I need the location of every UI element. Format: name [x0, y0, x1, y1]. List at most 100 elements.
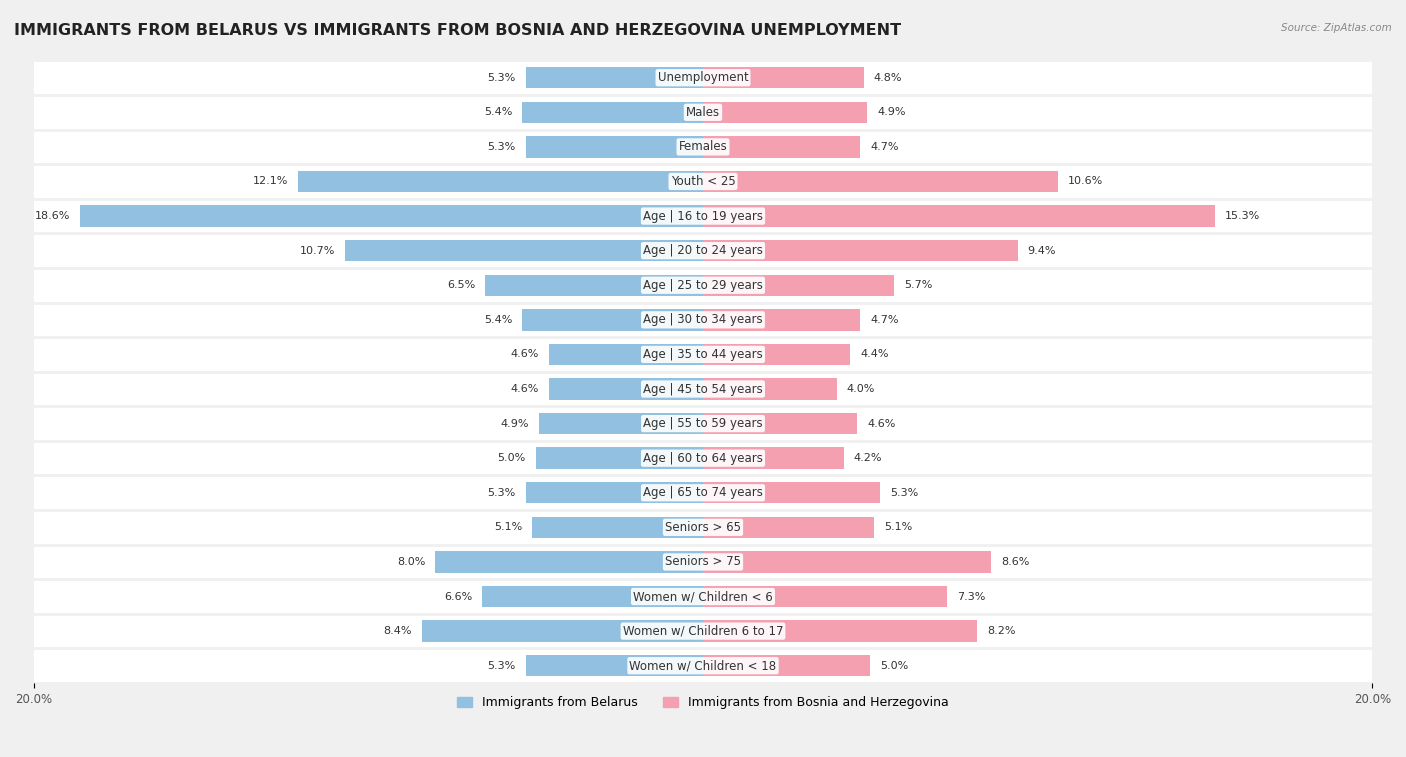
Bar	[703, 136, 860, 157]
Bar	[703, 621, 977, 642]
Bar	[298, 171, 703, 192]
Text: Females: Females	[679, 140, 727, 154]
Text: 15.3%: 15.3%	[1225, 211, 1260, 221]
Text: 6.5%: 6.5%	[447, 280, 475, 290]
Text: Women w/ Children < 18: Women w/ Children < 18	[630, 659, 776, 672]
FancyBboxPatch shape	[34, 129, 1372, 164]
Legend: Immigrants from Belarus, Immigrants from Bosnia and Herzegovina: Immigrants from Belarus, Immigrants from…	[453, 691, 953, 714]
Bar	[482, 586, 703, 607]
Text: 8.6%: 8.6%	[1001, 557, 1029, 567]
Bar	[522, 101, 703, 123]
Text: 7.3%: 7.3%	[957, 591, 986, 602]
FancyBboxPatch shape	[34, 61, 1372, 95]
Text: 5.3%: 5.3%	[890, 488, 918, 498]
Bar	[344, 240, 703, 261]
Text: 5.3%: 5.3%	[488, 142, 516, 152]
Bar	[522, 309, 703, 331]
FancyBboxPatch shape	[34, 233, 1372, 268]
Bar	[703, 447, 844, 469]
Bar	[703, 275, 894, 296]
Text: IMMIGRANTS FROM BELARUS VS IMMIGRANTS FROM BOSNIA AND HERZEGOVINA UNEMPLOYMENT: IMMIGRANTS FROM BELARUS VS IMMIGRANTS FR…	[14, 23, 901, 38]
FancyBboxPatch shape	[34, 475, 1372, 510]
Text: 6.6%: 6.6%	[444, 591, 472, 602]
Text: 5.4%: 5.4%	[484, 315, 512, 325]
Text: 5.7%: 5.7%	[904, 280, 932, 290]
Text: 4.2%: 4.2%	[853, 453, 882, 463]
Bar	[526, 136, 703, 157]
Text: Women w/ Children 6 to 17: Women w/ Children 6 to 17	[623, 625, 783, 637]
Bar	[703, 516, 873, 538]
Bar	[703, 586, 948, 607]
Text: Women w/ Children < 6: Women w/ Children < 6	[633, 590, 773, 603]
Text: 12.1%: 12.1%	[253, 176, 288, 186]
Text: Age | 55 to 59 years: Age | 55 to 59 years	[643, 417, 763, 430]
FancyBboxPatch shape	[34, 544, 1372, 579]
Bar	[703, 205, 1215, 227]
Bar	[526, 482, 703, 503]
Bar	[533, 516, 703, 538]
FancyBboxPatch shape	[34, 164, 1372, 199]
Bar	[703, 413, 858, 435]
Bar	[436, 551, 703, 572]
FancyBboxPatch shape	[34, 441, 1372, 475]
FancyBboxPatch shape	[34, 614, 1372, 649]
Text: Males: Males	[686, 106, 720, 119]
Text: 10.6%: 10.6%	[1067, 176, 1104, 186]
Text: 5.3%: 5.3%	[488, 488, 516, 498]
Text: 5.4%: 5.4%	[484, 107, 512, 117]
Bar	[526, 67, 703, 89]
Bar	[703, 344, 851, 365]
Bar	[703, 101, 868, 123]
Text: 9.4%: 9.4%	[1028, 246, 1056, 256]
Text: Age | 30 to 34 years: Age | 30 to 34 years	[643, 313, 763, 326]
Text: Source: ZipAtlas.com: Source: ZipAtlas.com	[1281, 23, 1392, 33]
Bar	[703, 482, 880, 503]
FancyBboxPatch shape	[34, 199, 1372, 233]
Bar	[422, 621, 703, 642]
Bar	[703, 551, 991, 572]
Bar	[703, 378, 837, 400]
Bar	[548, 344, 703, 365]
Bar	[538, 413, 703, 435]
FancyBboxPatch shape	[34, 649, 1372, 683]
FancyBboxPatch shape	[34, 268, 1372, 303]
Text: 5.0%: 5.0%	[498, 453, 526, 463]
Text: 4.0%: 4.0%	[846, 384, 876, 394]
Text: 4.9%: 4.9%	[501, 419, 529, 428]
FancyBboxPatch shape	[34, 303, 1372, 337]
Text: Youth < 25: Youth < 25	[671, 175, 735, 188]
Text: Unemployment: Unemployment	[658, 71, 748, 84]
Text: 5.1%: 5.1%	[494, 522, 522, 532]
Bar	[485, 275, 703, 296]
Bar	[703, 67, 863, 89]
Text: 5.0%: 5.0%	[880, 661, 908, 671]
FancyBboxPatch shape	[34, 337, 1372, 372]
Text: 10.7%: 10.7%	[299, 246, 335, 256]
Bar	[703, 171, 1057, 192]
Bar	[703, 655, 870, 677]
Text: 4.9%: 4.9%	[877, 107, 905, 117]
Text: 18.6%: 18.6%	[35, 211, 70, 221]
FancyBboxPatch shape	[34, 579, 1372, 614]
Text: 5.3%: 5.3%	[488, 661, 516, 671]
Text: 4.6%: 4.6%	[510, 350, 538, 360]
Text: 8.4%: 8.4%	[384, 626, 412, 636]
Text: 4.4%: 4.4%	[860, 350, 889, 360]
Text: Seniors > 65: Seniors > 65	[665, 521, 741, 534]
Bar	[548, 378, 703, 400]
Text: Age | 65 to 74 years: Age | 65 to 74 years	[643, 486, 763, 500]
Text: 8.2%: 8.2%	[987, 626, 1017, 636]
Text: 4.8%: 4.8%	[873, 73, 903, 83]
FancyBboxPatch shape	[34, 95, 1372, 129]
Bar	[703, 240, 1018, 261]
Text: 4.7%: 4.7%	[870, 142, 898, 152]
Text: Age | 20 to 24 years: Age | 20 to 24 years	[643, 245, 763, 257]
Bar	[80, 205, 703, 227]
Text: 4.7%: 4.7%	[870, 315, 898, 325]
Bar	[526, 655, 703, 677]
Text: Seniors > 75: Seniors > 75	[665, 556, 741, 569]
Text: 4.6%: 4.6%	[510, 384, 538, 394]
Text: Age | 16 to 19 years: Age | 16 to 19 years	[643, 210, 763, 223]
Text: Age | 35 to 44 years: Age | 35 to 44 years	[643, 348, 763, 361]
FancyBboxPatch shape	[34, 372, 1372, 407]
